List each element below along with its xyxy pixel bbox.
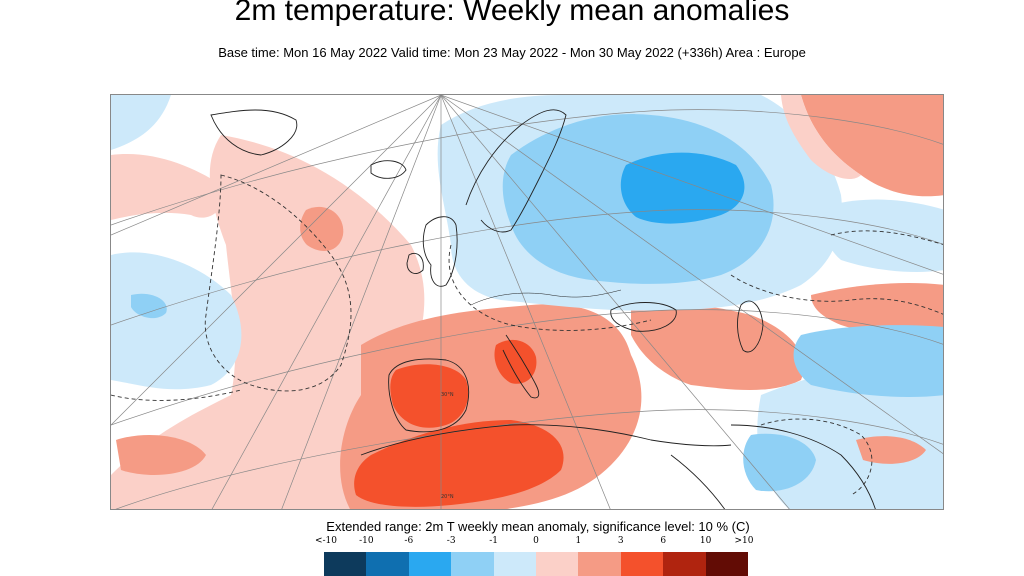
- legend-tick: 6: [660, 536, 667, 546]
- anomaly-region-se-colder: [793, 325, 943, 397]
- anomaly-region-ne-warm-edge: [781, 95, 861, 180]
- anomaly-region-italy-hot: [494, 339, 537, 384]
- coastlines: [210, 109, 876, 509]
- legend-swatch: [705, 552, 749, 576]
- anomaly-region-atlantic-spot: [300, 206, 344, 251]
- significance-contours: [111, 174, 943, 496]
- anomaly-region-sw-spot: [116, 435, 206, 475]
- legend-tick: <-10: [314, 536, 338, 546]
- graticule: [111, 95, 943, 509]
- grid-label-30n: 30°N: [441, 392, 454, 398]
- legend-tick: 10: [699, 536, 712, 546]
- map-title: 2m temperature: Weekly mean anomalies: [234, 0, 790, 27]
- anomaly-region-west-cold: [111, 252, 242, 390]
- legend-color-bar: [324, 552, 749, 576]
- anomaly-region-iberia-hot: [390, 364, 469, 428]
- legend-swatch: [451, 552, 494, 576]
- anomaly-region-africa-hot: [354, 420, 564, 507]
- legend-swatch: [536, 552, 579, 576]
- anomaly-region-med-warm-east: [631, 304, 804, 390]
- map-subtitle: Base time: Mon 16 May 2022 Valid time: M…: [218, 45, 806, 60]
- legend-tick: -3: [446, 536, 456, 546]
- anomaly-region-se-cold-2: [743, 433, 816, 492]
- anomaly-region-west-warm: [111, 154, 224, 220]
- anomaly-region-e-warm: [811, 283, 943, 337]
- legend-tick: 0: [533, 536, 539, 546]
- legend-swatch: [663, 552, 706, 576]
- legend-title: Extended range: 2m T weekly mean anomaly…: [326, 519, 750, 534]
- legend-swatch: [493, 552, 537, 576]
- legend-tick: 1: [575, 536, 582, 546]
- anomaly-map-svg: 30°N 20°N: [111, 95, 943, 509]
- grid-label-20n: 20°N: [441, 494, 454, 500]
- legend-swatch: [366, 552, 409, 576]
- legend-swatch: [324, 552, 367, 576]
- legend-tick: -1: [489, 536, 498, 546]
- anomaly-region-ne-warm: [801, 95, 943, 197]
- legend-tick: >10: [734, 536, 754, 546]
- legend-swatch: [408, 552, 452, 576]
- legend-swatch: [620, 552, 664, 576]
- anomaly-region-west-cold-spot: [131, 293, 167, 319]
- legend-tick: -6: [404, 536, 414, 546]
- legend-swatch: [578, 552, 621, 576]
- anomaly-region-nw-cold: [111, 95, 171, 150]
- anomaly-region-e-mid-cold: [825, 199, 943, 272]
- color-legend: <-10 -10 -6 -3 -1 0 1 3 6 10 >10: [315, 536, 754, 576]
- legend-tick: -10: [359, 536, 374, 546]
- anomaly-map: 30°N 20°N: [110, 94, 944, 510]
- anomaly-region-se-warm-spot: [856, 436, 926, 464]
- legend-tick: 3: [617, 536, 624, 546]
